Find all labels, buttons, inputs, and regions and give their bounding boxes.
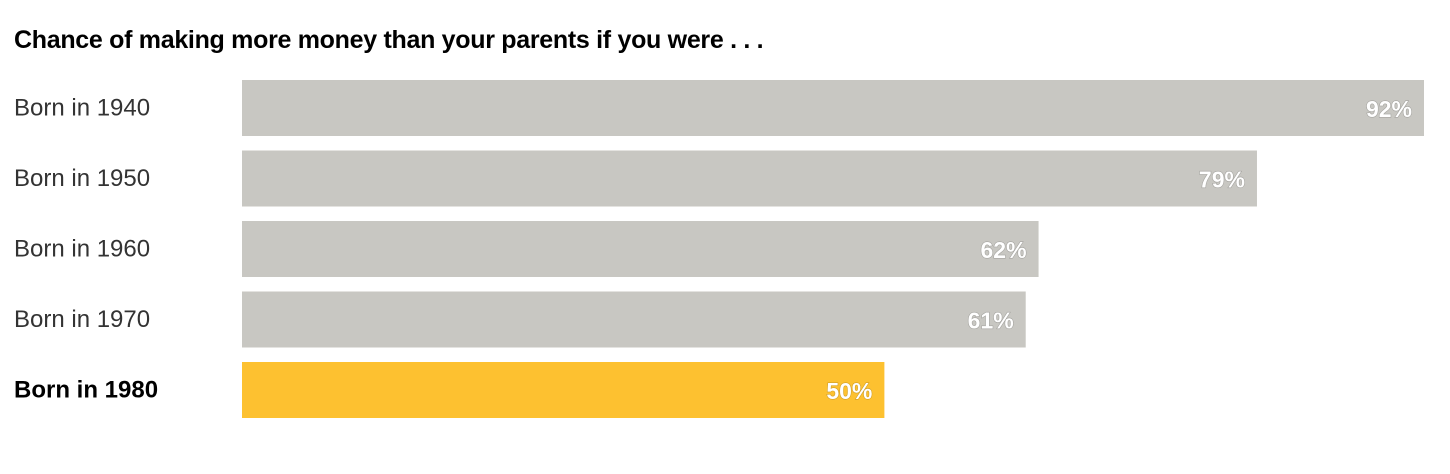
value-label: 79%	[1199, 167, 1245, 193]
category-label: Born in 1970	[14, 306, 150, 333]
bar-group-1: Born in 1940 92%	[14, 80, 1424, 136]
bar-highlight	[242, 362, 885, 418]
value-label: 50%	[826, 378, 872, 404]
chart-title: Chance of making more money than your pa…	[14, 26, 764, 54]
bar	[242, 221, 1039, 277]
bar-group-4: Born in 1970 61%	[14, 291, 1026, 348]
bar-group-3: Born in 1960 62%	[14, 221, 1039, 277]
bar	[242, 291, 1026, 348]
bar	[242, 150, 1257, 207]
category-label: Born in 1980	[14, 377, 158, 404]
value-label: 62%	[981, 237, 1027, 263]
value-label: 92%	[1366, 96, 1412, 122]
category-label: Born in 1960	[14, 236, 150, 263]
category-label: Born in 1950	[14, 165, 150, 192]
bar	[242, 80, 1424, 136]
bar-group-5: Born in 1980 50%	[14, 362, 885, 418]
category-label: Born in 1940	[14, 95, 150, 122]
bar-group-2: Born in 1950 79%	[14, 150, 1257, 207]
value-label: 61%	[968, 308, 1014, 334]
